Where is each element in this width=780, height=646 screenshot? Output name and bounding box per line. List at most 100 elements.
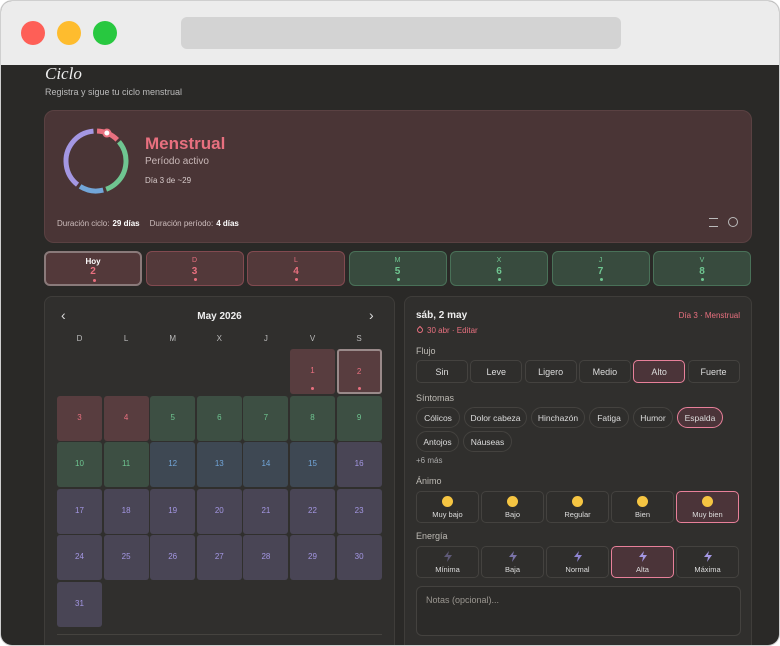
- option-button[interactable]: Fuerte: [687, 360, 740, 383]
- calendar-day[interactable]: 2: [336, 349, 382, 394]
- calendar-day[interactable]: 24: [57, 535, 102, 581]
- option-text: Fatiga: [597, 412, 621, 423]
- option-button[interactable]: Bajo: [481, 491, 544, 523]
- mood-face: [442, 495, 453, 507]
- notes-field[interactable]: Notas (opcional)...: [416, 586, 741, 636]
- option-button[interactable]: Normal: [546, 546, 609, 578]
- calendar-day[interactable]: 31: [57, 582, 102, 627]
- calendar-day-number: 7: [263, 412, 269, 422]
- calendar-day-number: 18: [121, 505, 131, 515]
- calendar-day[interactable]: 18: [103, 488, 149, 534]
- option-button[interactable]: Baja: [481, 546, 544, 578]
- calendar-day[interactable]: 22: [290, 488, 335, 534]
- calendar-day[interactable]: 3: [57, 395, 102, 441]
- option-button[interactable]: Hinchazón: [531, 407, 585, 428]
- calendar-day[interactable]: 21: [243, 488, 289, 534]
- calendar-day[interactable]: 11: [103, 442, 149, 488]
- calendar-day[interactable]: 23: [336, 488, 382, 534]
- calendar-day[interactable]: 6: [196, 395, 242, 441]
- day-chip[interactable]: Hoy 2: [44, 251, 142, 286]
- calendar-day[interactable]: 19: [150, 488, 196, 534]
- option-button[interactable]: Espalda: [677, 407, 723, 428]
- calendar-day[interactable]: 26: [150, 535, 196, 581]
- calendar-day[interactable]: 1: [290, 349, 335, 394]
- close-button[interactable]: [21, 21, 45, 45]
- option-button[interactable]: Bien: [611, 491, 674, 523]
- option-text: Dolor cabeza: [470, 412, 521, 423]
- history-icon[interactable]: [728, 217, 738, 227]
- calendar-day[interactable]: 5: [150, 395, 196, 441]
- option-button[interactable]: Regular: [546, 491, 609, 523]
- option-button[interactable]: Alta: [611, 546, 674, 578]
- option-text: Hinchazón: [537, 412, 579, 423]
- calendar-day[interactable]: 4: [103, 395, 149, 441]
- prev-month[interactable]: ‹: [61, 307, 66, 323]
- option-button[interactable]: Náuseas: [463, 431, 512, 452]
- day-chip-weekday: Hoy: [85, 257, 101, 266]
- calendar-day[interactable]: 28: [243, 535, 289, 581]
- option-button[interactable]: Sin: [416, 360, 468, 383]
- option-button[interactable]: Humor: [633, 407, 673, 428]
- bolt: [573, 550, 582, 562]
- address-bar[interactable]: [181, 17, 621, 49]
- day-chip-dot: [93, 279, 96, 282]
- option-button[interactable]: Alto: [633, 360, 686, 383]
- weekday-label: L: [123, 334, 129, 343]
- calendar-day[interactable]: 29: [290, 535, 335, 581]
- notes-placeholder: Notas (opcional)...: [426, 595, 500, 605]
- calendar-day-number: 23: [354, 505, 364, 515]
- calendar-day[interactable]: 9: [336, 395, 382, 441]
- option-text: Medio: [592, 366, 618, 377]
- option-button[interactable]: Muy bajo: [416, 491, 479, 523]
- bolt: [703, 550, 712, 562]
- option-button[interactable]: Medio: [578, 360, 631, 383]
- calendar-day[interactable]: 14: [243, 442, 289, 488]
- calendar-day[interactable]: 25: [103, 535, 149, 581]
- option-button[interactable]: Fatiga: [589, 407, 629, 428]
- calendar-day-number: 3: [77, 412, 82, 422]
- calendar-day[interactable]: 30: [336, 535, 382, 581]
- option-button[interactable]: Dolor cabeza: [464, 407, 527, 428]
- period-start[interactable]: 30 abr · Editar: [427, 326, 478, 335]
- calendar-day[interactable]: 7: [243, 395, 289, 441]
- option-button[interactable]: Ligero: [524, 360, 577, 383]
- option-button[interactable]: Leve: [470, 360, 523, 383]
- phase-card: Menstrual Período activo Día 3 de ~29 Durac…: [44, 110, 752, 243]
- calendar-day[interactable]: 17: [57, 488, 102, 534]
- settings-icon[interactable]: [709, 218, 718, 227]
- calendar-day[interactable]: 13: [196, 442, 242, 488]
- option-button[interactable]: Muy bien: [676, 491, 739, 523]
- option-button[interactable]: Cólicos: [416, 407, 460, 428]
- option-text: Bajo: [504, 509, 520, 519]
- calendar-day[interactable]: 12: [150, 442, 196, 488]
- option-button[interactable]: Antojos: [416, 431, 459, 452]
- calendar-day[interactable]: 15: [290, 442, 335, 488]
- more-symptoms[interactable]: +6 más: [416, 456, 443, 465]
- ring-segment: [63, 128, 129, 194]
- calendar-day-number: 12: [168, 459, 178, 469]
- next-month[interactable]: ›: [369, 307, 374, 323]
- mood-face: [572, 495, 583, 507]
- option-text: Antojos: [423, 436, 452, 447]
- option-button[interactable]: Máxima: [676, 546, 739, 578]
- calendar-day-number: 31: [75, 599, 84, 608]
- duration-text: 29 días: [112, 219, 140, 228]
- calendar-day[interactable]: 27: [196, 535, 242, 581]
- calendar-day[interactable]: 20: [196, 488, 242, 534]
- calendar-day[interactable]: 8: [290, 395, 335, 441]
- duration-text: Duración período:: [149, 219, 214, 228]
- calendar-day-number: 26: [168, 552, 178, 562]
- maximize-button[interactable]: [93, 21, 117, 45]
- minimize-button[interactable]: [57, 21, 81, 45]
- option-button[interactable]: Mínima: [416, 546, 479, 578]
- calendar-day[interactable]: 10: [57, 442, 102, 488]
- calendar-day-number: 14: [261, 459, 271, 469]
- calendar-day[interactable]: 16: [336, 442, 382, 488]
